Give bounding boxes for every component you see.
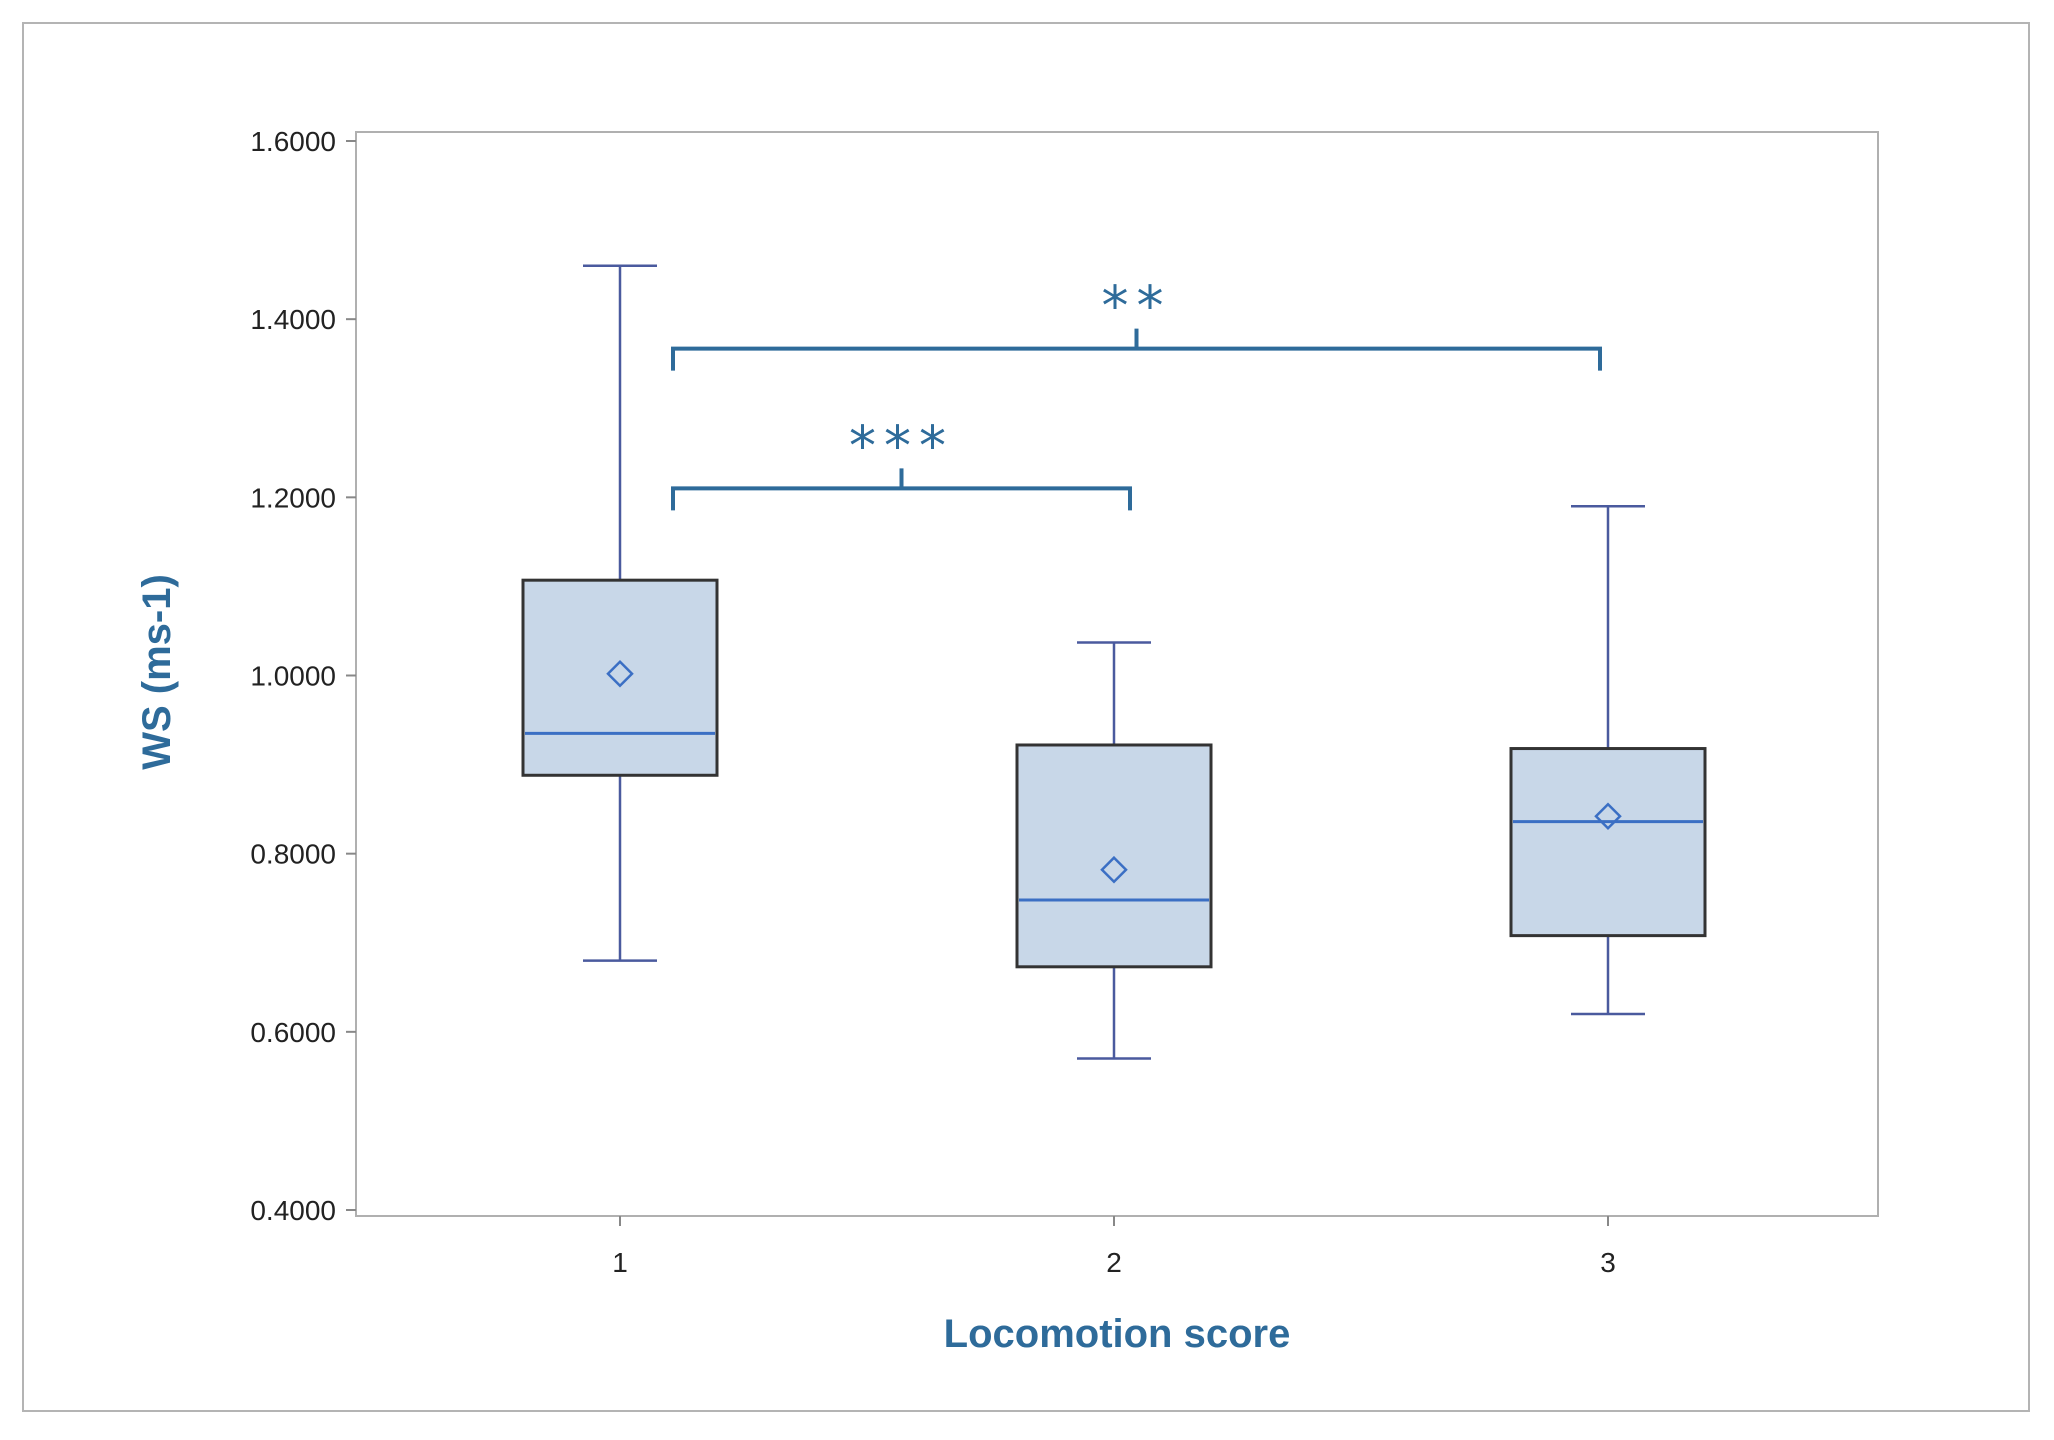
y-axis-title: WS (ms-1) — [135, 574, 179, 770]
box-iqr — [1509, 747, 1707, 938]
y-tick-label: 1.0000 — [250, 661, 336, 692]
y-tick-label: 1.4000 — [250, 304, 336, 335]
mean-marker — [606, 659, 634, 688]
significance-bracket — [671, 328, 1602, 371]
y-tick-label: 1.2000 — [250, 482, 336, 513]
x-axis-title: Locomotion score — [944, 1312, 1291, 1356]
significance-label: ** — [1102, 275, 1172, 338]
x-tick-label: 2 — [1106, 1247, 1122, 1278]
plot-area — [355, 131, 1879, 1217]
y-tick-label: 0.6000 — [250, 1017, 336, 1048]
box-iqr — [1015, 743, 1213, 969]
y-tick-label: 0.4000 — [250, 1195, 336, 1226]
significance-label: *** — [849, 414, 954, 477]
y-tick-label: 1.6000 — [250, 126, 336, 157]
mean-marker — [1100, 855, 1128, 884]
x-tick-label: 3 — [1600, 1247, 1616, 1278]
significance-bracket — [671, 468, 1132, 511]
box-iqr — [521, 578, 719, 777]
mean-marker — [1594, 802, 1622, 831]
x-tick-label: 1 — [612, 1247, 628, 1278]
y-tick-label: 0.8000 — [250, 839, 336, 870]
